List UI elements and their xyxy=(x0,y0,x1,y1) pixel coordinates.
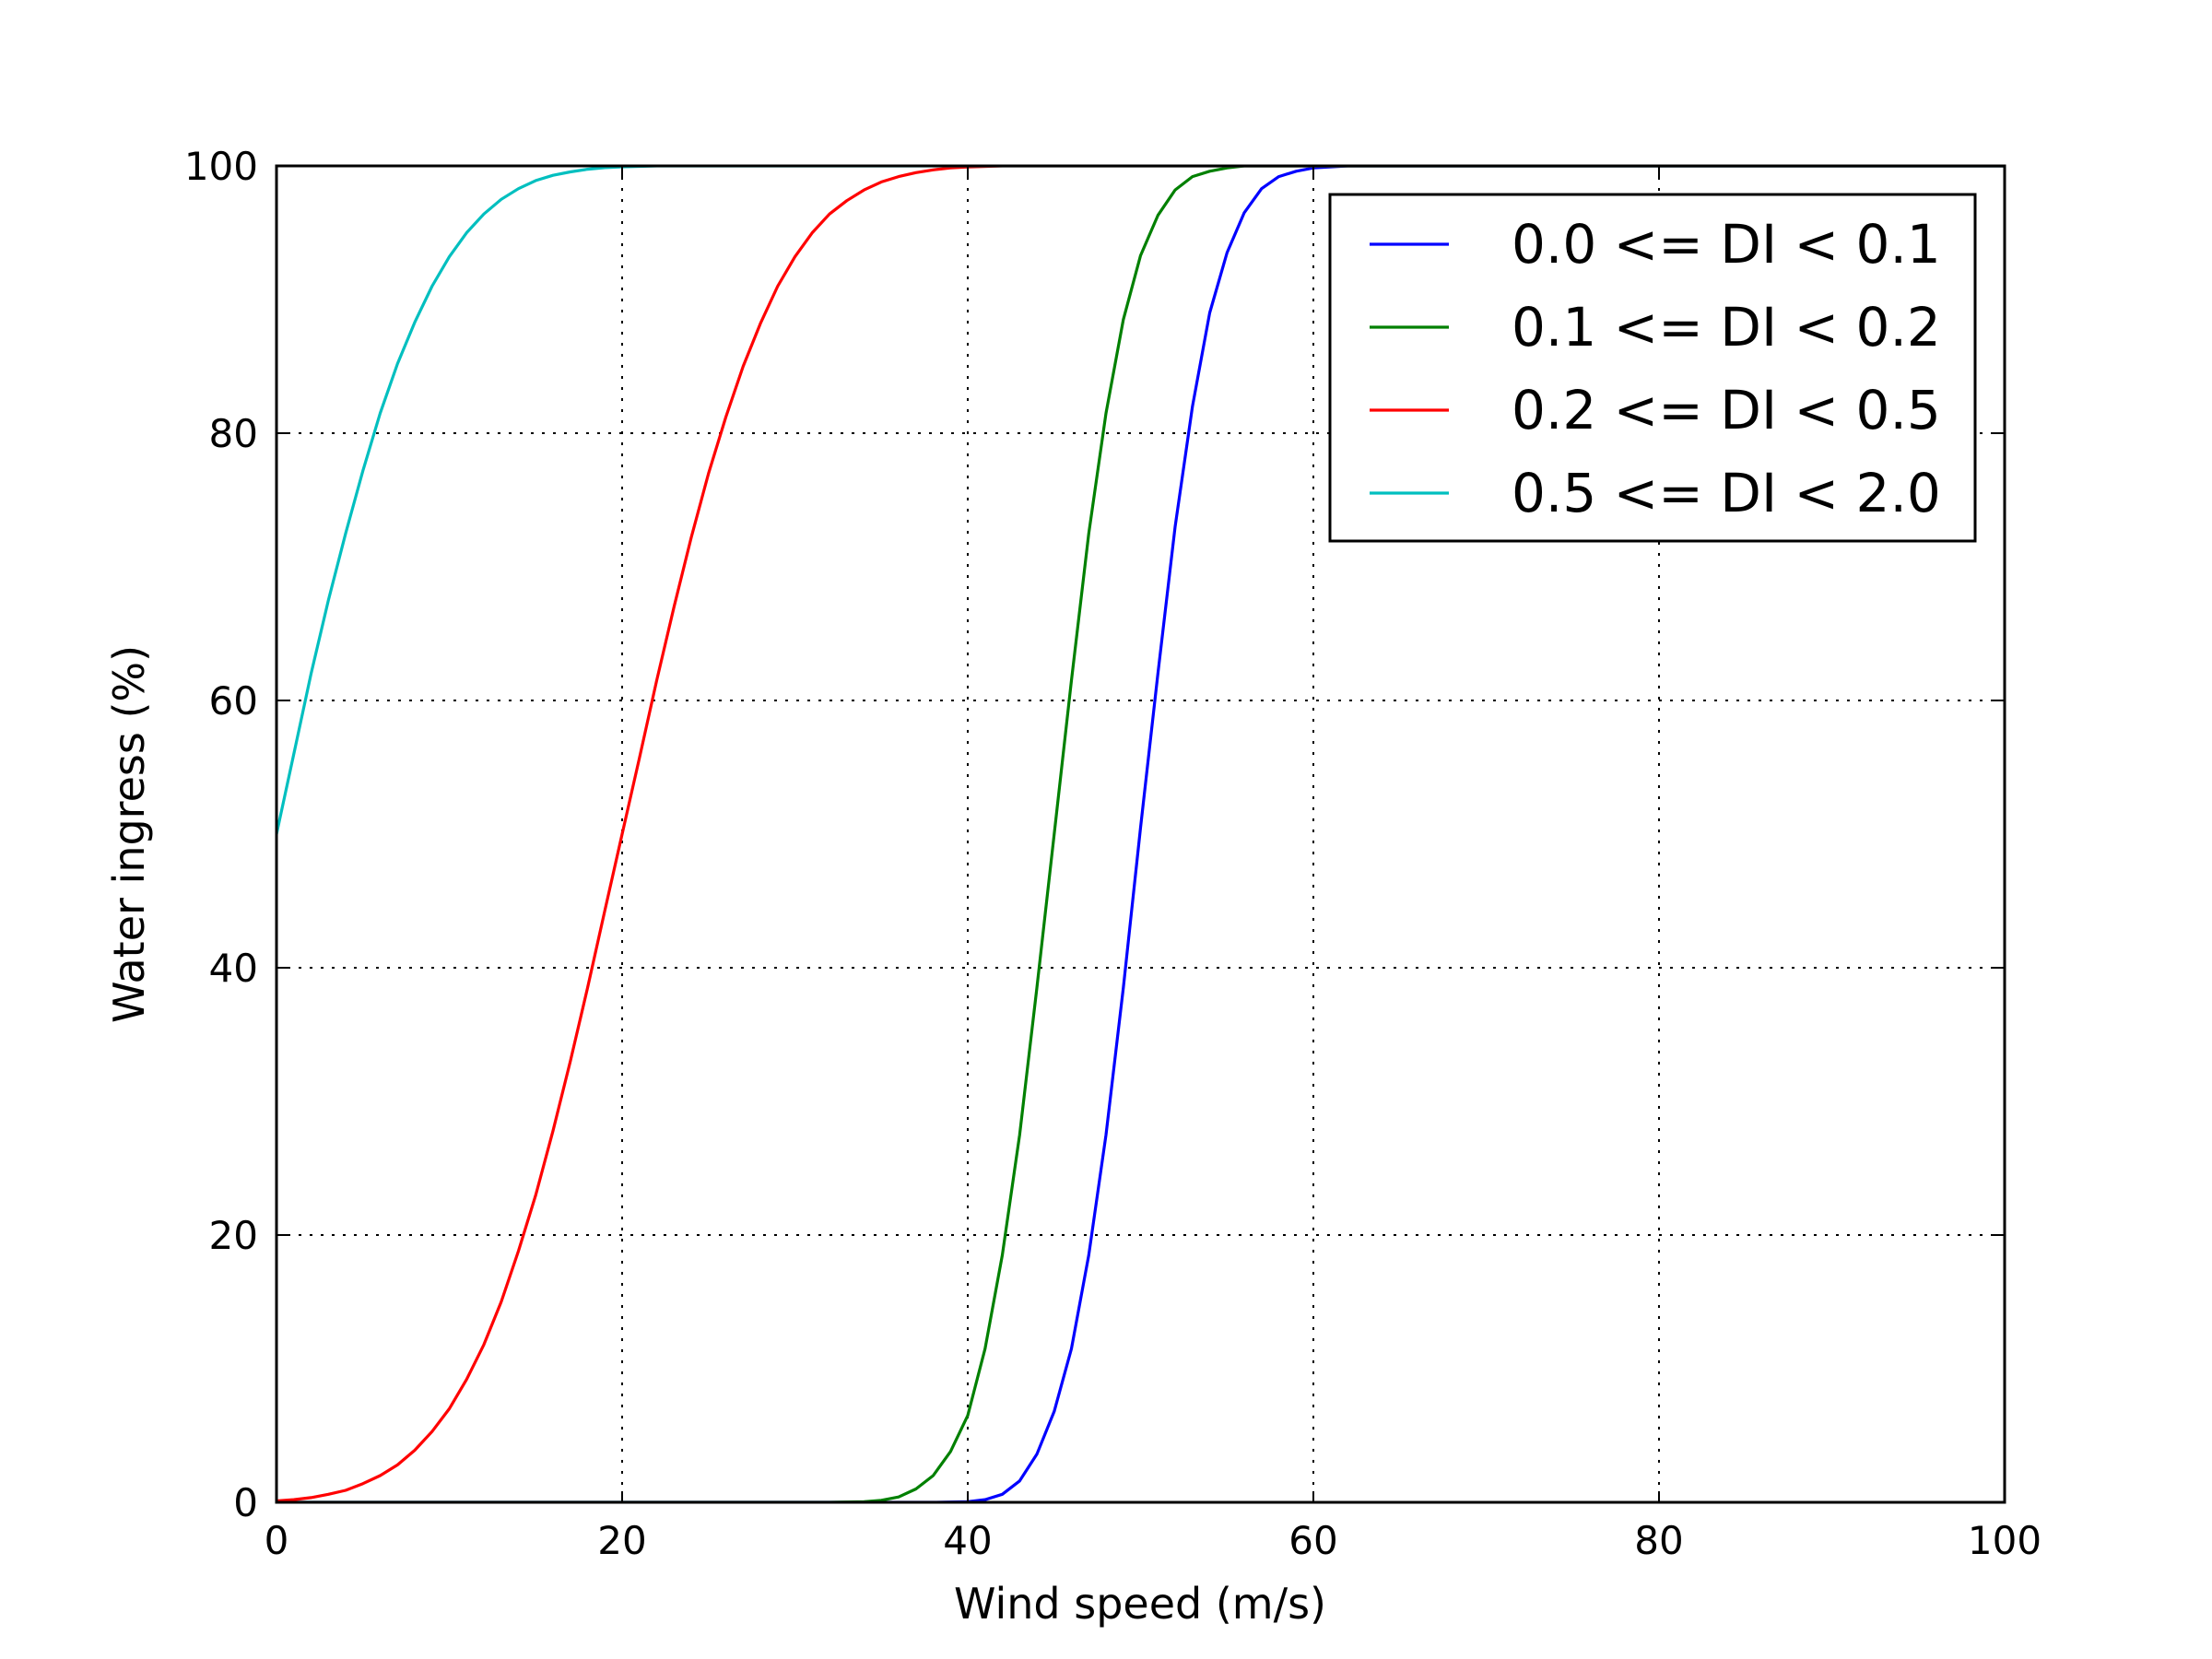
y-tick-label: 40 xyxy=(209,946,258,991)
x-tick-label: 40 xyxy=(943,1518,992,1563)
legend-label-1: 0.0 <= DI < 0.1 xyxy=(1512,213,1941,276)
legend-label-3: 0.2 <= DI < 0.5 xyxy=(1512,379,1941,441)
x-tick-label: 100 xyxy=(1968,1518,2041,1563)
x-tick-label: 0 xyxy=(265,1518,289,1563)
tick-labels: 0 20 40 60 80 100 0 20 40 60 80 100 xyxy=(184,144,2041,1563)
y-tick-label: 100 xyxy=(184,144,258,189)
legend-frame xyxy=(1328,193,1977,543)
x-tick-label: 60 xyxy=(1288,1518,1337,1563)
y-tick-label: 20 xyxy=(209,1213,258,1258)
plot-frame xyxy=(275,164,2006,1504)
legend: 0.0 <= DI < 0.1 0.1 <= DI < 0.2 0.2 <= DI … xyxy=(1328,193,1977,543)
y-axis-label: Water ingress (%) xyxy=(104,645,154,1023)
series-line-1 xyxy=(276,166,2005,1502)
x-axis-label: Wind speed (m/s) xyxy=(954,1579,1326,1629)
y-tick-label: 0 xyxy=(233,1480,258,1525)
legend-label-2: 0.1 <= DI < 0.2 xyxy=(1512,296,1941,359)
series-line-4 xyxy=(276,166,2005,835)
y-tick-label: 60 xyxy=(209,678,258,724)
y-tick-label: 80 xyxy=(209,411,258,456)
x-tick-label: 20 xyxy=(597,1518,646,1563)
legend-label-4: 0.5 <= DI < 2.0 xyxy=(1512,462,1941,524)
x-tick-label: 80 xyxy=(1634,1518,1683,1563)
series-line-3 xyxy=(276,166,2005,1502)
